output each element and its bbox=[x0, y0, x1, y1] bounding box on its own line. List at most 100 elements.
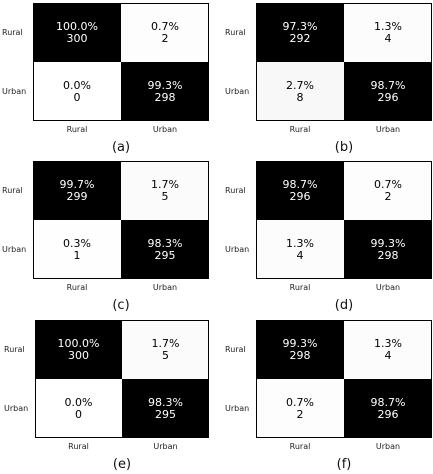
cell-percent: 97.3% bbox=[282, 19, 318, 33]
matrix-cell: 1.7% 5 bbox=[122, 320, 209, 379]
panel-caption: (f) bbox=[336, 457, 352, 472]
cell-count: 4 bbox=[384, 348, 392, 362]
cell-count: 298 bbox=[154, 90, 176, 104]
cell-count: 0 bbox=[73, 90, 81, 104]
matrix-cell: 0.3% 1 bbox=[33, 220, 121, 279]
cell-count: 5 bbox=[161, 189, 169, 203]
panel-caption: (b) bbox=[334, 140, 354, 155]
matrix-cell: 100.0% 300 bbox=[35, 320, 122, 379]
cell-percent: 100.0% bbox=[56, 19, 98, 33]
row-label: Urban bbox=[225, 403, 250, 413]
cell-percent: 98.3% bbox=[148, 395, 183, 409]
column-label: Rural bbox=[66, 125, 88, 134]
row-label: Urban bbox=[225, 244, 250, 254]
column-label: Urban bbox=[375, 442, 401, 451]
cell-percent: 0.3% bbox=[63, 236, 91, 250]
row-label: Rural bbox=[2, 185, 23, 195]
column-label: Rural bbox=[289, 125, 311, 134]
matrix-cell: 98.7% 296 bbox=[256, 161, 344, 220]
cell-percent: 100.0% bbox=[57, 336, 100, 350]
matrix-cell: 2.7% 8 bbox=[256, 62, 344, 121]
cell-count: 4 bbox=[296, 248, 304, 262]
cell-count: 8 bbox=[296, 90, 304, 104]
cell-count: 295 bbox=[155, 407, 176, 421]
matrix-cell: 98.7% 296 bbox=[344, 62, 432, 121]
row-label: Urban bbox=[225, 86, 250, 96]
column-label: Urban bbox=[375, 125, 401, 134]
row-label: Urban bbox=[4, 403, 29, 413]
cell-percent: 99.3% bbox=[147, 78, 183, 92]
matrix-cell: 0.0% 0 bbox=[35, 379, 122, 438]
cell-count: 296 bbox=[377, 90, 399, 104]
cell-count: 300 bbox=[68, 348, 89, 362]
matrix-cell: 99.3% 298 bbox=[344, 220, 432, 279]
matrix-cell: 99.3% 298 bbox=[121, 62, 209, 121]
cell-percent: 99.3% bbox=[282, 336, 318, 350]
matrix-cell: 0.7% 2 bbox=[121, 3, 209, 62]
matrix-cell: 98.7% 296 bbox=[344, 379, 432, 438]
row-label: Rural bbox=[2, 27, 23, 37]
column-label: Urban bbox=[375, 283, 401, 292]
column-label: Urban bbox=[152, 283, 178, 292]
cell-percent: 1.7% bbox=[151, 336, 180, 350]
row-label: Rural bbox=[4, 344, 25, 354]
matrix-cell: 98.3% 295 bbox=[121, 220, 209, 279]
cell-count: 299 bbox=[66, 189, 88, 203]
matrix-cell: 98.3% 295 bbox=[122, 379, 209, 438]
cell-percent: 1.3% bbox=[374, 19, 402, 33]
cell-count: 295 bbox=[154, 248, 176, 262]
matrix-cell: 1.3% 4 bbox=[256, 220, 344, 279]
row-label: Urban bbox=[2, 86, 27, 96]
matrix-cell: 99.3% 298 bbox=[256, 320, 344, 379]
cell-percent: 98.7% bbox=[370, 395, 406, 409]
cell-percent: 1.7% bbox=[151, 177, 179, 191]
matrix-cell: 0.7% 2 bbox=[344, 161, 432, 220]
column-label: Rural bbox=[289, 283, 311, 292]
matrix-cell: 0.7% 2 bbox=[256, 379, 344, 438]
cell-percent: 0.0% bbox=[63, 78, 91, 92]
matrix-cell: 1.3% 4 bbox=[344, 320, 432, 379]
cell-count: 2 bbox=[296, 407, 304, 421]
column-label: Urban bbox=[152, 125, 178, 134]
cell-count: 298 bbox=[289, 348, 311, 362]
panel-caption: (e) bbox=[112, 457, 132, 472]
cell-count: 2 bbox=[161, 31, 169, 45]
cell-percent: 98.3% bbox=[147, 236, 183, 250]
cell-percent: 0.7% bbox=[151, 19, 179, 33]
cell-count: 4 bbox=[384, 31, 392, 45]
cell-percent: 2.7% bbox=[286, 78, 314, 92]
cell-count: 300 bbox=[66, 31, 88, 45]
column-label: Rural bbox=[289, 442, 311, 451]
panel-caption: (d) bbox=[334, 298, 354, 313]
panel-caption: (a) bbox=[111, 140, 131, 155]
cell-count: 296 bbox=[289, 189, 311, 203]
row-label: Urban bbox=[2, 244, 27, 254]
cell-count: 5 bbox=[162, 348, 169, 362]
matrix-cell: 99.7% 299 bbox=[33, 161, 121, 220]
cell-percent: 98.7% bbox=[370, 78, 406, 92]
cell-percent: 1.3% bbox=[286, 236, 314, 250]
cell-percent: 0.0% bbox=[64, 395, 93, 409]
matrix-cell: 100.0% 300 bbox=[33, 3, 121, 62]
cell-count: 292 bbox=[289, 31, 311, 45]
cell-percent: 1.3% bbox=[374, 336, 402, 350]
cell-count: 298 bbox=[377, 248, 399, 262]
cell-percent: 99.7% bbox=[59, 177, 95, 191]
panel-caption: (c) bbox=[112, 298, 130, 313]
column-label: Urban bbox=[153, 442, 178, 451]
cell-percent: 0.7% bbox=[286, 395, 314, 409]
matrix-cell: 0.0% 0 bbox=[33, 62, 121, 121]
cell-count: 0 bbox=[75, 407, 82, 421]
row-label: Rural bbox=[225, 27, 246, 37]
cell-count: 2 bbox=[384, 189, 392, 203]
matrix-cell: 97.3% 292 bbox=[256, 3, 344, 62]
row-label: Rural bbox=[225, 185, 246, 195]
matrix-cell: 1.7% 5 bbox=[121, 161, 209, 220]
cell-count: 296 bbox=[377, 407, 399, 421]
cell-percent: 98.7% bbox=[282, 177, 318, 191]
column-label: Rural bbox=[68, 442, 89, 451]
cell-percent: 99.3% bbox=[370, 236, 406, 250]
cell-percent: 0.7% bbox=[374, 177, 402, 191]
matrix-cell: 1.3% 4 bbox=[344, 3, 432, 62]
column-label: Rural bbox=[66, 283, 88, 292]
